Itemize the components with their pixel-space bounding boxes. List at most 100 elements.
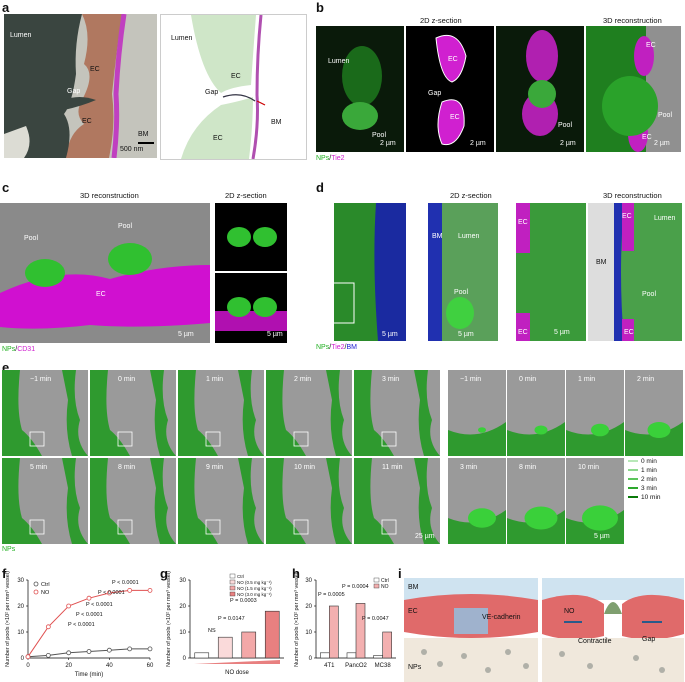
f-x-tick-label: 20 (65, 663, 72, 669)
f-x-axis-label: Time (min) (75, 672, 103, 678)
h-x-tick-label: PancO2 (345, 663, 367, 669)
d-pool-label-1: Pool (454, 289, 469, 296)
f-series-point (127, 646, 133, 652)
chart-g: 0 10 20 30 Number of pools (×10² per mm³ ves… (166, 571, 284, 676)
g-annotation: NS (208, 628, 216, 634)
time-legend-label: 10 min (641, 494, 661, 501)
em-label-ec1: EC (90, 66, 100, 73)
panel-c-2d-image-1 (215, 203, 287, 271)
time-legend-label: 1 min (641, 467, 657, 474)
chart-h: 0 10 20 30 Number of pools (×10² per mm³ ves… (294, 571, 396, 669)
c-ec-label: EC (96, 291, 106, 298)
f-legend-label: Ctrl (41, 582, 50, 588)
panel-c-header-2d: 2D z-section (225, 191, 267, 200)
h-bar (320, 652, 330, 659)
f-legend-marker (33, 581, 39, 587)
panel-b-label: b (316, 0, 324, 15)
panel-d-image-4: EC Lumen BM Pool EC (588, 203, 682, 341)
panel-e-scale-1: 25 µm (415, 533, 435, 540)
panel-b-image-2: EC Gap EC 2 µm (406, 26, 494, 152)
h-annotation: P = 0.0004 (342, 584, 369, 590)
d-pool-label-2: Pool (642, 291, 657, 298)
h-x-tick-label: 4T1 (324, 663, 335, 669)
h-legend-swatch (373, 583, 380, 589)
f-annotation: P < 0.0001 (112, 580, 139, 586)
timelapse-frame-0-3: 2 min (266, 370, 352, 456)
panel-c-legend: NPs/CD31 (2, 346, 36, 353)
panel-b-header-2d: 2D z-section (420, 16, 462, 25)
i-vecadherin-label: VE-cadherin (482, 614, 521, 621)
d-scale-1: 5 µm (382, 331, 398, 338)
timelapse-frame-label: 10 min (294, 464, 316, 471)
panel-b-image-4: EC EC Pool 2 µm (586, 26, 681, 152)
h-bar (355, 603, 366, 659)
zoom-frame-1-1: 8 min (507, 458, 565, 544)
g-dose-gradient (194, 660, 280, 664)
d-ec-label-1: EC (518, 219, 528, 226)
i-no-label: NO (564, 608, 575, 615)
panel-e-scale-2: 5 µm (594, 533, 610, 540)
b-ec-label-2: EC (450, 114, 460, 121)
timelapse-frame-0-2: 1 min (178, 370, 264, 456)
i-gap-label: Gap (642, 636, 656, 643)
i-nps-label: NPs (408, 664, 422, 671)
g-legend-label: NO (3.0 mg kg⁻¹) (237, 592, 272, 597)
f-annotation: P < 0.0001 (76, 612, 103, 618)
panel-d-label: d (316, 180, 324, 195)
zoom-frame-label: 8 min (519, 464, 537, 471)
panel-i-right-schematic: NO Contractile Gap (542, 578, 684, 682)
f-x-tick-label: 40 (106, 663, 113, 669)
b-pool-label-2: Pool (558, 122, 573, 129)
g-annotation: P = 0.0147 (218, 616, 245, 622)
f-annotation: P < 0.0001 (86, 602, 113, 608)
h-y-tick-label: 30 (305, 578, 312, 584)
g-y-tick-label: 10 (179, 630, 186, 636)
timelapse-frame-label: 11 min (382, 464, 403, 471)
f-y-tick-label: 20 (17, 604, 24, 610)
em-label-ec2: EC (82, 118, 92, 125)
g-bar (241, 631, 257, 659)
f-annotation: P < 0.0001 (68, 622, 95, 628)
panel-c-3d-image: Pool Pool EC 5 µm (0, 203, 210, 343)
h-y-tick-label: 0 (309, 656, 313, 662)
f-series-point (45, 653, 51, 658)
panel-e-time-legend: 0 min 1 min 2 min 3 min 10 min (628, 458, 684, 546)
g-legend-label: NO (0.5 mg kg⁻¹) (237, 580, 272, 585)
time-legend-swatch (628, 460, 638, 463)
g-bar (264, 610, 280, 659)
f-series-point (25, 654, 31, 660)
timelapse-frame-1-2: 9 min (178, 458, 264, 544)
timelapse-frame-1-3: 10 min (266, 458, 352, 544)
f-y-axis-label: Number of pools (×10² per mm³ vessel) (5, 571, 11, 667)
time-legend-swatch (628, 469, 638, 472)
time-legend-item: 0 min (628, 458, 657, 465)
g-x-axis-label: NO dose (225, 670, 249, 676)
f-series-point (66, 650, 72, 656)
zoom-frame-label: 3 min (460, 464, 478, 471)
panel-e-label: e (2, 360, 10, 375)
g-legend-swatch (229, 591, 236, 597)
timelapse-frame-label: 3 min (382, 376, 400, 383)
time-legend-swatch (628, 478, 638, 481)
g-annotation: P = 0.0003 (230, 598, 257, 604)
panel-c-2d-image-2: 5 µm (215, 273, 287, 343)
d-lumen-label-1: Lumen (458, 233, 480, 240)
zoom-frame-0-2: 1 min (566, 370, 624, 456)
zoom-frame-0-1: 0 min (507, 370, 565, 456)
timelapse-frame-0-4: 3 min (354, 370, 440, 456)
timelapse-frame-1-4: 11 min (354, 458, 440, 544)
g-y-axis-label: Number of pools (×10² per mm³ vessel) (166, 571, 172, 667)
em-micrograph (4, 14, 157, 158)
timelapse-frame-1-0: 5 min (2, 458, 88, 544)
timelapse-frame-label: 5 min (30, 464, 48, 471)
f-y-tick-label: 30 (17, 578, 24, 584)
em-label-gap: Gap (67, 88, 81, 95)
panel-b-image-1: Lumen Pool 2 µm (316, 26, 404, 152)
b-pool-label-1: Pool (372, 132, 387, 139)
b-ec-label-1: EC (448, 56, 458, 63)
i-bm-label: BM (408, 584, 419, 591)
f-series-point (86, 595, 92, 601)
c-pool-label-1: Pool (24, 235, 39, 242)
g-bar (194, 652, 210, 659)
zoom-frame-0-0: −1 min (448, 370, 506, 456)
